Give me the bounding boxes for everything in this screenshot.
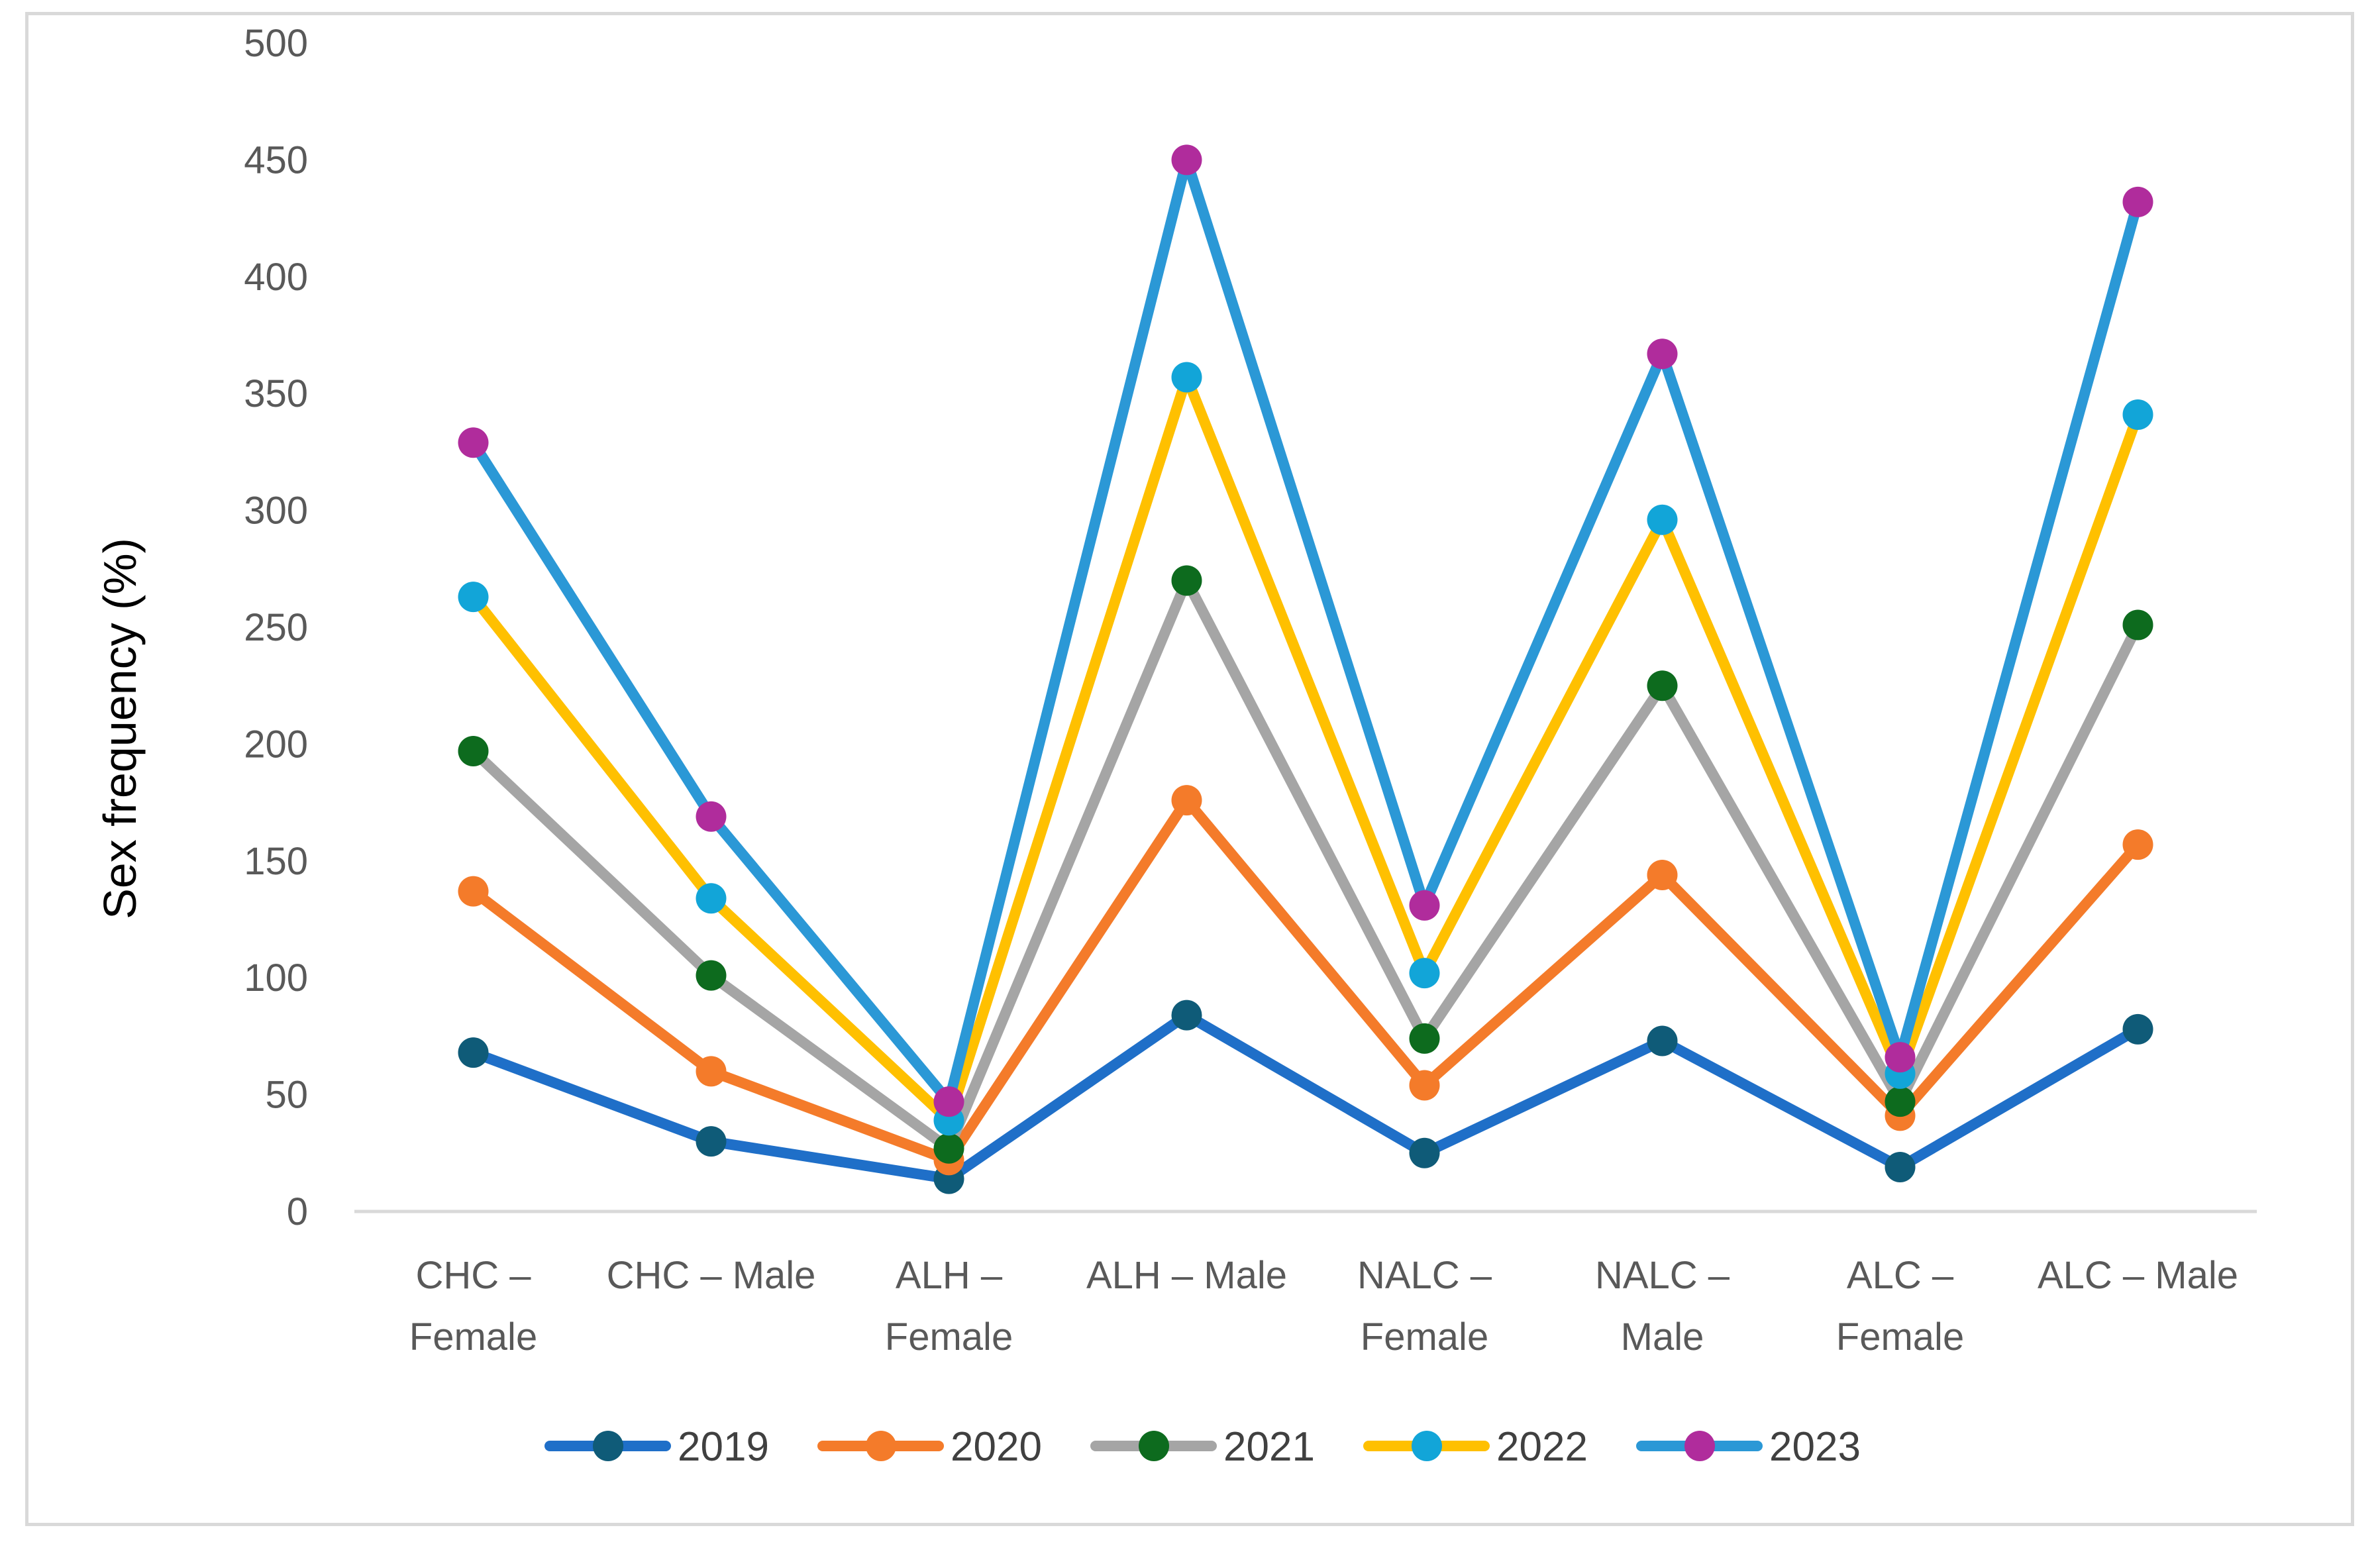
data-point-2023 — [458, 427, 489, 458]
data-point-2019 — [1885, 1151, 1916, 1182]
data-point-2023 — [1885, 1042, 1916, 1073]
data-point-2021 — [696, 960, 727, 991]
legend-label-2020: 2020 — [951, 1424, 1042, 1470]
legend-marker-2020 — [866, 1431, 896, 1461]
data-point-2023 — [1171, 144, 1202, 176]
data-point-2020 — [458, 876, 489, 907]
y-tick-label: 300 — [244, 489, 308, 533]
x-tick-label: ALH – Female — [885, 1254, 1013, 1359]
data-point-2019 — [1647, 1025, 1678, 1056]
x-tick-label: NALC – Female — [1357, 1254, 1492, 1359]
y-tick-label: 450 — [244, 138, 308, 181]
y-tick-label: 100 — [244, 956, 308, 1000]
data-point-2019 — [2122, 1013, 2153, 1045]
data-point-2020 — [1647, 859, 1678, 890]
series-line-2020 — [468, 795, 2144, 1166]
data-point-2021 — [1647, 670, 1678, 701]
data-point-2022 — [1647, 504, 1678, 535]
data-point-2021 — [458, 735, 489, 766]
legend-label-2019: 2019 — [678, 1424, 769, 1470]
data-point-2021 — [2122, 609, 2153, 641]
series-line-2021 — [468, 575, 2144, 1154]
legend-marker-2019 — [593, 1431, 623, 1461]
x-tick-label: ALH – Male — [1086, 1254, 1287, 1297]
data-point-2020 — [696, 1056, 727, 1087]
legend-label-2021: 2021 — [1223, 1424, 1315, 1470]
data-point-2023 — [2122, 186, 2153, 217]
data-point-2019 — [458, 1037, 489, 1068]
data-point-2023 — [696, 801, 727, 832]
chart-frame — [25, 12, 2354, 1526]
y-tick-label: 150 — [244, 840, 308, 883]
series-line-2022 — [468, 372, 2144, 1126]
data-point-2023 — [933, 1086, 964, 1117]
series-line-2019 — [468, 1009, 2144, 1184]
legend-marker-2022 — [1412, 1431, 1442, 1461]
x-tick-label: NALC – Male — [1595, 1254, 1730, 1359]
data-point-2019 — [1409, 1137, 1440, 1168]
x-tick-label: CHC – Female — [409, 1254, 537, 1359]
data-point-2020 — [1171, 785, 1202, 816]
y-tick-label: 0 — [287, 1190, 308, 1233]
x-tick-label: ALC – Female — [1836, 1254, 1964, 1359]
data-point-2021 — [1171, 565, 1202, 596]
data-point-2019 — [1171, 1000, 1202, 1031]
data-point-2022 — [458, 582, 489, 613]
data-point-2022 — [2122, 399, 2153, 430]
data-point-2020 — [2122, 829, 2153, 860]
legend-marker-2023 — [1684, 1431, 1715, 1461]
data-point-2022 — [696, 883, 727, 914]
data-point-2021 — [1885, 1086, 1916, 1117]
y-tick-label: 50 — [265, 1074, 308, 1117]
legend-label-2023: 2023 — [1769, 1424, 1861, 1470]
x-tick-label: CHC – Male — [607, 1254, 816, 1297]
y-tick-label: 250 — [244, 606, 308, 649]
data-point-2023 — [1647, 338, 1678, 370]
data-point-2022 — [1171, 362, 1202, 393]
data-point-2023 — [1409, 890, 1440, 921]
data-point-2021 — [1409, 1023, 1440, 1054]
data-point-2022 — [1409, 958, 1440, 989]
x-tick-label: ALC – Male — [2038, 1254, 2238, 1297]
data-point-2020 — [1409, 1070, 1440, 1101]
data-point-2019 — [696, 1126, 727, 1157]
y-tick-label: 500 — [244, 22, 308, 65]
series-line-2023 — [468, 154, 2144, 1107]
y-tick-label: 350 — [244, 372, 308, 415]
legend-label-2022: 2022 — [1496, 1424, 1588, 1470]
legend-marker-2021 — [1139, 1431, 1169, 1461]
data-point-2021 — [933, 1133, 964, 1164]
y-tick-label: 200 — [244, 723, 308, 766]
y-axis-label: Sex frequency (%) — [94, 538, 146, 919]
y-tick-label: 400 — [244, 256, 308, 299]
